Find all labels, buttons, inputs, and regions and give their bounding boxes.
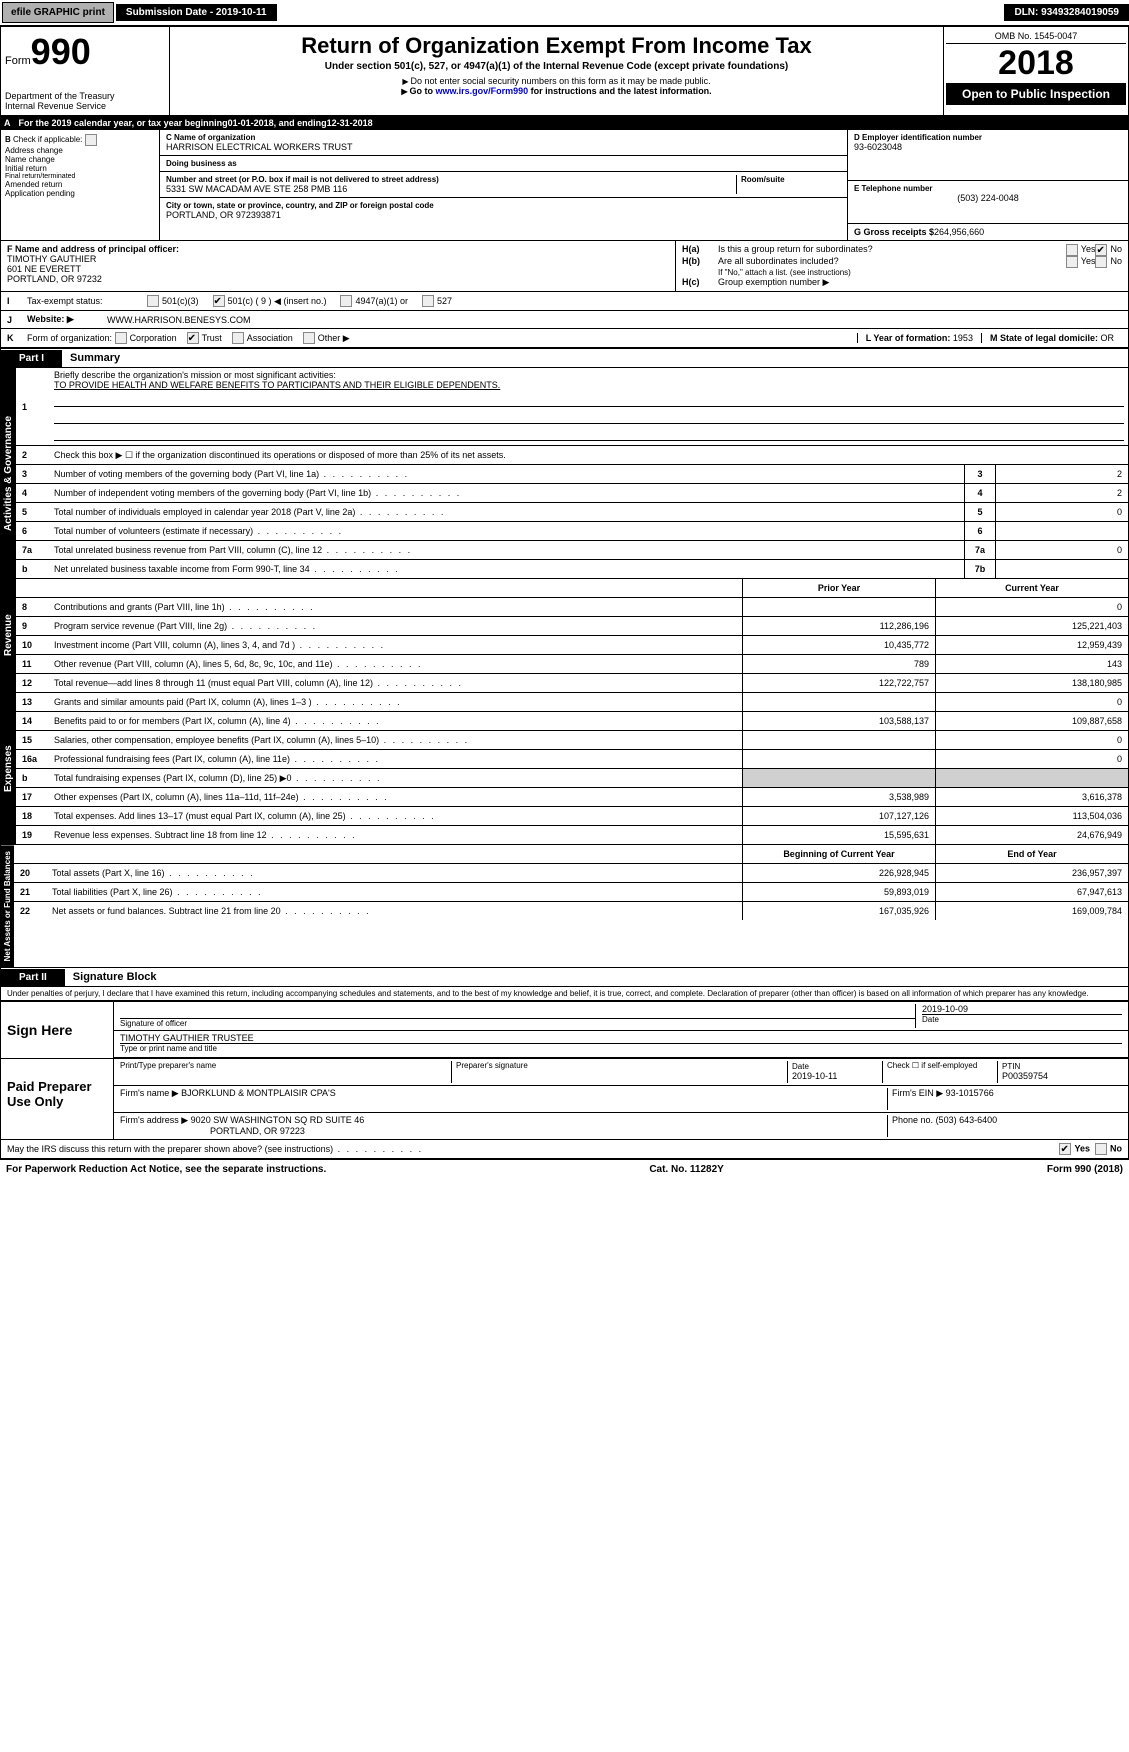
line-value <box>995 560 1128 578</box>
efile-button[interactable]: efile GRAPHIC print <box>2 2 114 23</box>
prior-year-value <box>742 598 935 616</box>
phone-value: (503) 224-0048 <box>854 193 1122 203</box>
ha-no[interactable] <box>1095 244 1107 256</box>
officer-name: TIMOTHY GAUTHIER <box>7 254 96 264</box>
prior-year-value: 789 <box>742 655 935 673</box>
line-value <box>995 522 1128 540</box>
prior-year-value: 107,127,126 <box>742 807 935 825</box>
prior-year-value: 59,893,019 <box>742 883 935 901</box>
vtab-expenses: Expenses <box>1 693 16 844</box>
box-f-label: F Name and address of principal officer: <box>7 244 179 254</box>
prior-year-value: 167,035,926 <box>742 902 935 920</box>
current-year-value: 236,957,397 <box>935 864 1128 882</box>
box-c: C Name of organization HARRISON ELECTRIC… <box>160 130 847 240</box>
ein-value: 93-6023048 <box>854 142 1122 152</box>
current-year-value: 3,616,378 <box>935 788 1128 806</box>
current-year-value: 113,504,036 <box>935 807 1128 825</box>
current-year-value <box>935 769 1128 787</box>
checkbox[interactable] <box>85 134 97 146</box>
omb-number: OMB No. 1545-0047 <box>946 29 1126 44</box>
top-bar: efile GRAPHIC print Submission Date - 20… <box>0 0 1129 26</box>
ha-yes[interactable] <box>1066 244 1078 256</box>
open-public: Open to Public Inspection <box>946 83 1126 105</box>
line-value: 0 <box>995 503 1128 521</box>
discuss-yes[interactable] <box>1059 1143 1071 1155</box>
current-year-value: 125,221,403 <box>935 617 1128 635</box>
vtab-net: Net Assets or Fund Balances <box>1 845 14 967</box>
row-a-tax-year: A For the 2019 calendar year, or tax yea… <box>0 116 1129 130</box>
org-name: HARRISON ELECTRICAL WORKERS TRUST <box>166 142 841 152</box>
current-year-value: 24,676,949 <box>935 826 1128 844</box>
line-value: 0 <box>995 541 1128 559</box>
mission-text: TO PROVIDE HEALTH AND WELFARE BENEFITS T… <box>54 380 500 390</box>
vtab-revenue: Revenue <box>1 579 16 692</box>
prior-year-value: 10,435,772 <box>742 636 935 654</box>
current-year-value: 109,887,658 <box>935 712 1128 730</box>
tax-year: 2018 <box>946 44 1126 83</box>
current-year-value: 12,959,439 <box>935 636 1128 654</box>
form-label: Form <box>5 55 31 67</box>
line-value: 2 <box>995 484 1128 502</box>
gross-receipts: 264,956,660 <box>934 227 984 237</box>
current-year-value: 169,009,784 <box>935 902 1128 920</box>
instructions-note: Go to www.irs.gov/Form990 for instructio… <box>174 86 939 96</box>
website: WWW.HARRISON.BENESYS.COM <box>107 315 251 325</box>
box-b: B Check if applicable: Address change Na… <box>1 130 160 240</box>
prior-year-value: 3,538,989 <box>742 788 935 806</box>
officer-sig-name: TIMOTHY GAUTHIER TRUSTEE <box>120 1033 1122 1044</box>
current-year-value: 0 <box>935 693 1128 711</box>
prior-year-value: 122,722,757 <box>742 674 935 692</box>
current-year-value: 0 <box>935 731 1128 749</box>
penalty-text: Under penalties of perjury, I declare th… <box>0 987 1129 1000</box>
prior-year-value <box>742 750 935 768</box>
current-year-value: 143 <box>935 655 1128 673</box>
org-street: 5331 SW MACADAM AVE STE 258 PMB 116 <box>166 184 736 194</box>
prior-year-value: 112,286,196 <box>742 617 935 635</box>
dept-treasury: Department of the Treasury <box>5 91 165 101</box>
current-year-value: 67,947,613 <box>935 883 1128 901</box>
vtab-activities: Activities & Governance <box>1 368 16 578</box>
hb-yes[interactable] <box>1066 256 1078 268</box>
ssn-note: Do not enter social security numbers on … <box>174 76 939 86</box>
entity-block: B Check if applicable: Address change Na… <box>0 130 1129 241</box>
prior-year-value <box>742 769 935 787</box>
part-2-header: Part II Signature Block <box>0 968 1129 987</box>
ptin: P00359754 <box>1002 1071 1048 1081</box>
discuss-no[interactable] <box>1095 1143 1107 1155</box>
prior-year-value: 103,588,137 <box>742 712 935 730</box>
current-year-value: 138,180,985 <box>935 674 1128 692</box>
form-header: Form990 Department of the Treasury Inter… <box>0 26 1129 116</box>
prior-year-value: 226,928,945 <box>742 864 935 882</box>
line-value: 2 <box>995 465 1128 483</box>
form-subtitle: Under section 501(c), 527, or 4947(a)(1)… <box>174 61 939 72</box>
firm-name: BJORKLUND & MONTPLAISIR CPA'S <box>181 1088 336 1098</box>
irs-label: Internal Revenue Service <box>5 101 165 111</box>
hb-no[interactable] <box>1095 256 1107 268</box>
dln-label: DLN: 93493284019059 <box>1004 4 1129 21</box>
ein-label: D Employer identification number <box>854 133 1122 142</box>
org-city: PORTLAND, OR 972393871 <box>166 210 841 220</box>
current-year-value: 0 <box>935 750 1128 768</box>
prior-year-value: 15,595,631 <box>742 826 935 844</box>
submission-date: Submission Date - 2019-10-11 <box>116 4 277 21</box>
form-number: 990 <box>31 31 91 72</box>
irs-link[interactable]: www.irs.gov/Form990 <box>435 86 528 96</box>
current-year-value: 0 <box>935 598 1128 616</box>
form-title: Return of Organization Exempt From Incom… <box>174 33 939 59</box>
phone-label: E Telephone number <box>854 184 1122 193</box>
signature-block: Sign Here Signature of officer 2019-10-0… <box>0 1000 1129 1140</box>
prior-year-value <box>742 693 935 711</box>
part-1-header: Part I Summary <box>0 349 1129 368</box>
page-footer: For Paperwork Reduction Act Notice, see … <box>0 1159 1129 1179</box>
prior-year-value <box>742 731 935 749</box>
